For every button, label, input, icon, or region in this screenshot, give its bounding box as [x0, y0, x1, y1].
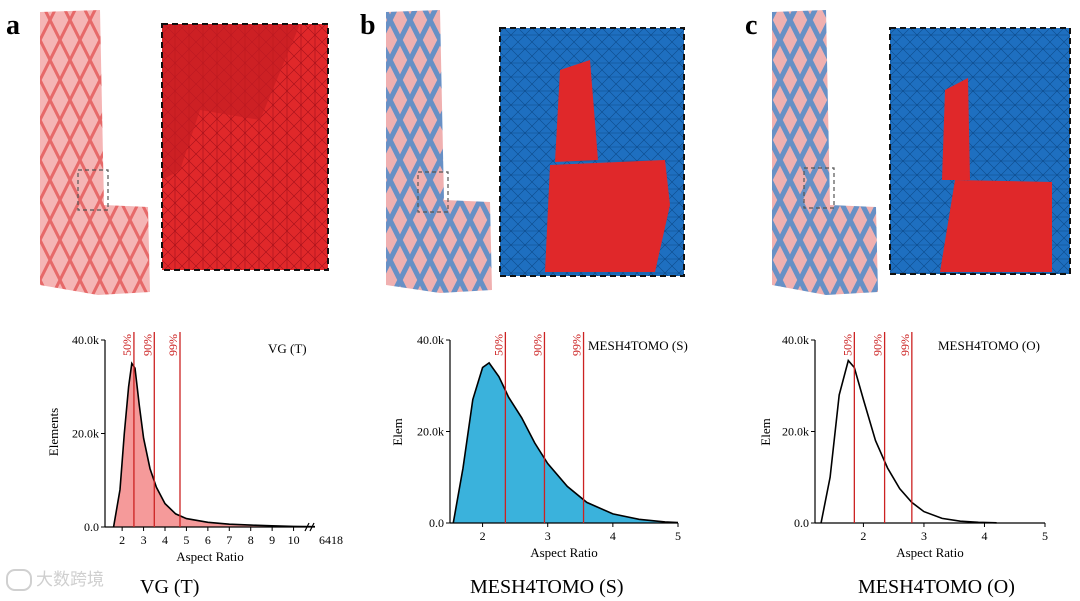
histogram-mesh4tomo-s: 0.0 20.0k 40.0k 2 3 4 5 50% 90% 99% Aspect Ratio El… [390, 332, 688, 560]
series-line [821, 361, 997, 523]
percentile-label: 50% [491, 334, 505, 356]
x-tick-label-break: 6418 [319, 533, 343, 547]
y-tick-label: 20.0k [417, 425, 444, 439]
y-tick-label: 0.0 [84, 520, 99, 534]
chart-legend-text: MESH4TOMO (O) [938, 338, 1040, 353]
y-tick-label: 0.0 [794, 516, 809, 530]
percentile-label: 50% [840, 334, 854, 356]
caption-b: MESH4TOMO (S) [470, 576, 624, 599]
x-tick-label: 5 [675, 529, 681, 543]
x-tick-label: 9 [269, 533, 275, 547]
y-tick-label: 40.0k [782, 333, 809, 347]
percentile-label: 90% [530, 334, 544, 356]
x-tick-label: 5 [183, 533, 189, 547]
panel-c-zoom-image [890, 28, 1070, 274]
x-tick-label: 7 [226, 533, 232, 547]
y-axis-label: Elem [758, 418, 773, 445]
x-tick-label: 4 [162, 533, 168, 547]
x-axis-label: Aspect Ratio [176, 549, 244, 564]
x-tick-label: 4 [610, 529, 616, 543]
histogram-vg-t: 0.0 20.0k 40.0k 2 3 4 5 6 7 8 9 10 6418 50% 90% 99% Aspe… [46, 332, 343, 564]
x-tick-label: 6 [205, 533, 211, 547]
x-tick-label: 8 [248, 533, 254, 547]
x-tick-label: 2 [480, 529, 486, 543]
histogram-mesh4tomo-o: 0.0 20.0k 40.0k 2 3 4 5 50% 90% 99% Aspect Ratio El… [758, 332, 1048, 560]
percentile-label: 99% [166, 334, 180, 356]
panel-a-scaffold-image [40, 10, 150, 295]
y-tick-label: 0.0 [429, 516, 444, 530]
caption-a: VG (T) [140, 576, 199, 599]
watermark-logo-icon [6, 569, 32, 591]
caption-c: MESH4TOMO (O) [858, 576, 1015, 599]
y-axis-label: Elements [46, 408, 61, 456]
x-tick-label: 4 [981, 529, 987, 543]
percentile-label: 50% [120, 334, 134, 356]
y-tick-label: 20.0k [72, 427, 99, 441]
panel-c-scaffold-image [772, 10, 878, 295]
percentile-label: 99% [898, 334, 912, 356]
x-tick-label: 5 [1042, 529, 1048, 543]
x-tick-label: 10 [288, 533, 300, 547]
watermark-text: 大数跨境 [36, 570, 104, 590]
x-axis-label: Aspect Ratio [896, 545, 964, 560]
chart-legend-text: VG (T) [268, 341, 307, 356]
series-area [114, 363, 315, 527]
panel-b-scaffold-image [386, 10, 492, 293]
x-tick-label: 3 [141, 533, 147, 547]
y-tick-label: 20.0k [782, 425, 809, 439]
watermark: 大数跨境 [6, 565, 104, 591]
panel-a-zoom-image [162, 24, 328, 270]
x-tick-label: 2 [860, 529, 866, 543]
chart-legend-text: MESH4TOMO (S) [588, 338, 688, 353]
y-tick-label: 40.0k [417, 333, 444, 347]
percentile-label: 90% [871, 334, 885, 356]
percentile-label: 99% [570, 334, 584, 356]
x-tick-label: 3 [545, 529, 551, 543]
percentile-label: 90% [140, 334, 154, 356]
x-axis-label: Aspect Ratio [530, 545, 598, 560]
y-axis-label: Elem [390, 418, 405, 445]
panel-b-zoom-image [500, 28, 684, 276]
x-tick-label: 3 [921, 529, 927, 543]
series-area [453, 363, 678, 523]
x-tick-label: 2 [119, 533, 125, 547]
y-tick-label: 40.0k [72, 333, 99, 347]
